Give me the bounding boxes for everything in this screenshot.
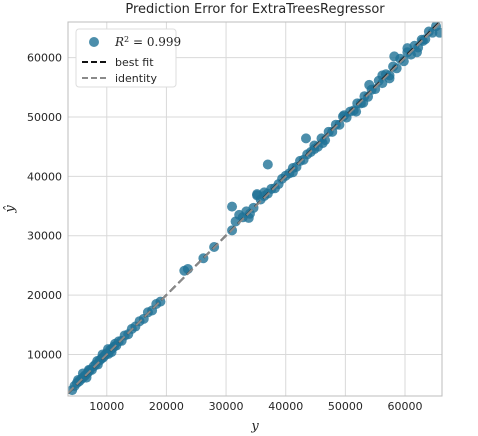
y-axis-label: ŷ <box>3 205 18 214</box>
data-point <box>339 110 350 121</box>
y-tick-label: 30000 <box>27 230 62 243</box>
data-point <box>73 374 84 385</box>
data-point <box>110 338 121 349</box>
y-tick-label: 10000 <box>27 348 62 361</box>
plot-frame <box>67 21 443 397</box>
data-point <box>227 201 238 212</box>
legend-best-fit-label: best fit <box>115 56 154 69</box>
x-tick-label: 20000 <box>149 400 184 413</box>
data-point <box>398 56 409 67</box>
legend-box <box>75 28 177 88</box>
x-tick-label: 40000 <box>268 400 303 413</box>
data-point <box>434 27 442 38</box>
legend-r2-superscript: 2 <box>124 35 129 44</box>
grid <box>68 22 442 396</box>
data-point <box>317 138 328 149</box>
legend-marker-points <box>89 37 99 47</box>
data-point <box>81 372 92 383</box>
legend: R2 = 0.999 best fit identity <box>75 28 181 88</box>
data-point <box>334 119 345 130</box>
x-tick-label: 50000 <box>328 400 363 413</box>
data-point <box>106 347 117 358</box>
identity-line <box>68 22 442 394</box>
chart-title: Prediction Error for ExtraTreesRegressor <box>125 2 385 17</box>
legend-r2-symbol: R <box>114 35 124 49</box>
x-tick-label: 60000 <box>388 400 423 413</box>
data-point <box>287 167 298 178</box>
x-tick-label: 30000 <box>209 400 244 413</box>
data-point <box>364 79 375 90</box>
legend-identity-label: identity <box>115 72 157 85</box>
data-point <box>411 47 422 58</box>
y-tick-label: 60000 <box>27 52 62 65</box>
y-tick-label: 40000 <box>27 170 62 183</box>
data-point <box>83 364 94 375</box>
legend-r2: R2 = 0.999 <box>114 35 181 50</box>
data-point <box>377 78 388 89</box>
data-point <box>389 51 400 62</box>
plot-marks <box>68 22 442 396</box>
data-point <box>301 133 311 144</box>
tick-labels: 10000 20000 30000 40000 50000 60000 10000 20000… <box>27 52 423 413</box>
x-axis-label: y <box>250 419 259 434</box>
data-point <box>391 63 402 74</box>
data-point <box>243 212 254 223</box>
y-tick-label: 20000 <box>27 289 62 302</box>
legend-r2-value: = 0.999 <box>129 35 181 49</box>
y-tick-label: 50000 <box>27 111 62 124</box>
data-point <box>262 159 273 170</box>
data-point <box>252 190 263 201</box>
x-tick-label: 10000 <box>89 400 124 413</box>
